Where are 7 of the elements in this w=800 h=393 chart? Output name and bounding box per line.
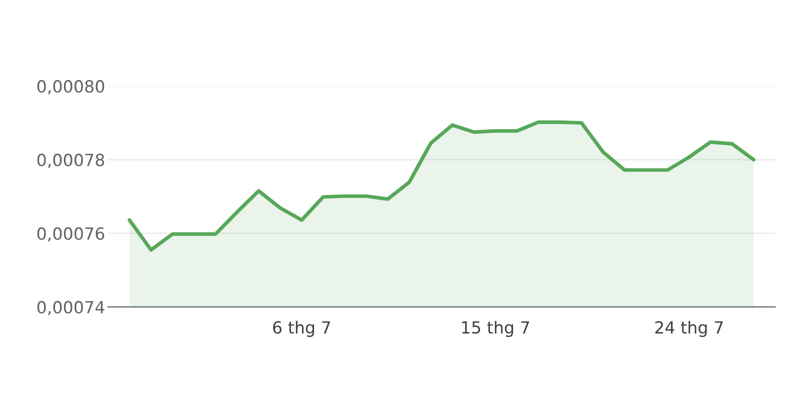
x-tick-label: 24 thg 7 [655, 320, 723, 337]
y-tick-label: 0,00080 [37, 80, 104, 94]
y-tick-label: 0,00076 [37, 227, 104, 242]
y-tick-label: 0,00078 [37, 154, 104, 168]
x-tick-label: 15 thg 7 [462, 320, 530, 337]
y-tick-label: 0,00074 [37, 300, 104, 316]
x-tick-label: 6 thg 7 [273, 320, 330, 337]
